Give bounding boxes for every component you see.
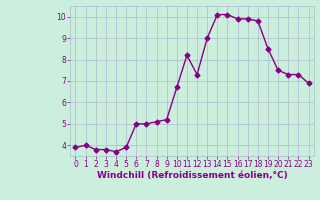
X-axis label: Windchill (Refroidissement éolien,°C): Windchill (Refroidissement éolien,°C) (97, 171, 287, 180)
